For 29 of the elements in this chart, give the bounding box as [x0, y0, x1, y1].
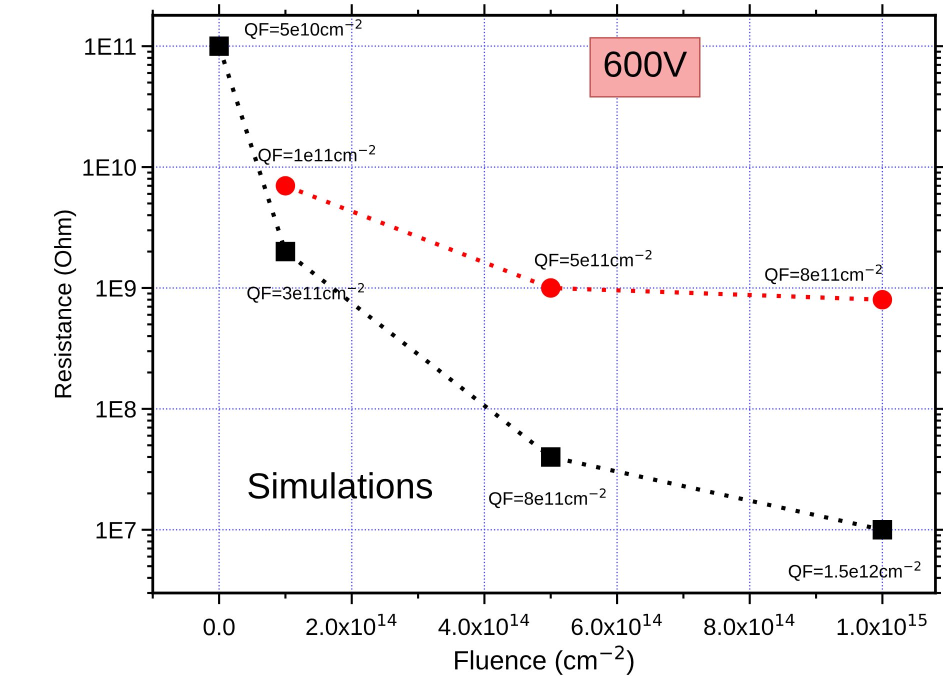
annotation: 600V	[604, 51, 687, 77]
x-tick-label: 0.0	[204, 618, 235, 636]
annotation: Simulations	[248, 472, 432, 499]
point	[541, 278, 560, 298]
annotation: QF=8e11cm$^{−2}$	[765, 264, 882, 284]
y-tick-label: 1E11	[85, 38, 136, 55]
y-tick-label: 1E7	[96, 522, 136, 538]
annotation: QF=5e10cm$^{−2}$	[244, 19, 362, 39]
point	[872, 520, 892, 540]
x-tick-label: 6.0x10$^{14}$	[572, 614, 662, 636]
y-tick-label: 1E10	[83, 159, 136, 176]
point	[276, 242, 296, 262]
point	[209, 36, 229, 56]
x-axis-title: Fluence (cm$^{−2}$)	[455, 646, 634, 675]
y-axis-title: Resistance (Ohm)	[54, 210, 76, 398]
x-tick-label: 2.0x10$^{14}$	[306, 614, 396, 636]
annotation: QF=1.5e12cm$^{−2}$	[788, 561, 920, 581]
annotation: QF=8e11cm$^{−2}$	[489, 488, 606, 508]
y-tick-label: 1E8	[96, 400, 136, 418]
annotation: QF=5e11cm$^{−2}$	[534, 250, 652, 270]
annotation: QF=1e11cm$^{−2}$	[258, 145, 376, 165]
x-tick-label: 8.0x10$^{14}$	[704, 614, 794, 636]
annotation: QF=3e11cm$^{−2}$	[247, 283, 364, 303]
point	[541, 447, 560, 467]
x-tick-label: 4.0x10$^{14}$	[438, 614, 530, 636]
point	[872, 290, 892, 310]
x-tick-label: 1.0x10$^{15}$	[838, 614, 927, 636]
y-tick-label: 1E9	[96, 280, 136, 297]
point	[276, 176, 296, 196]
